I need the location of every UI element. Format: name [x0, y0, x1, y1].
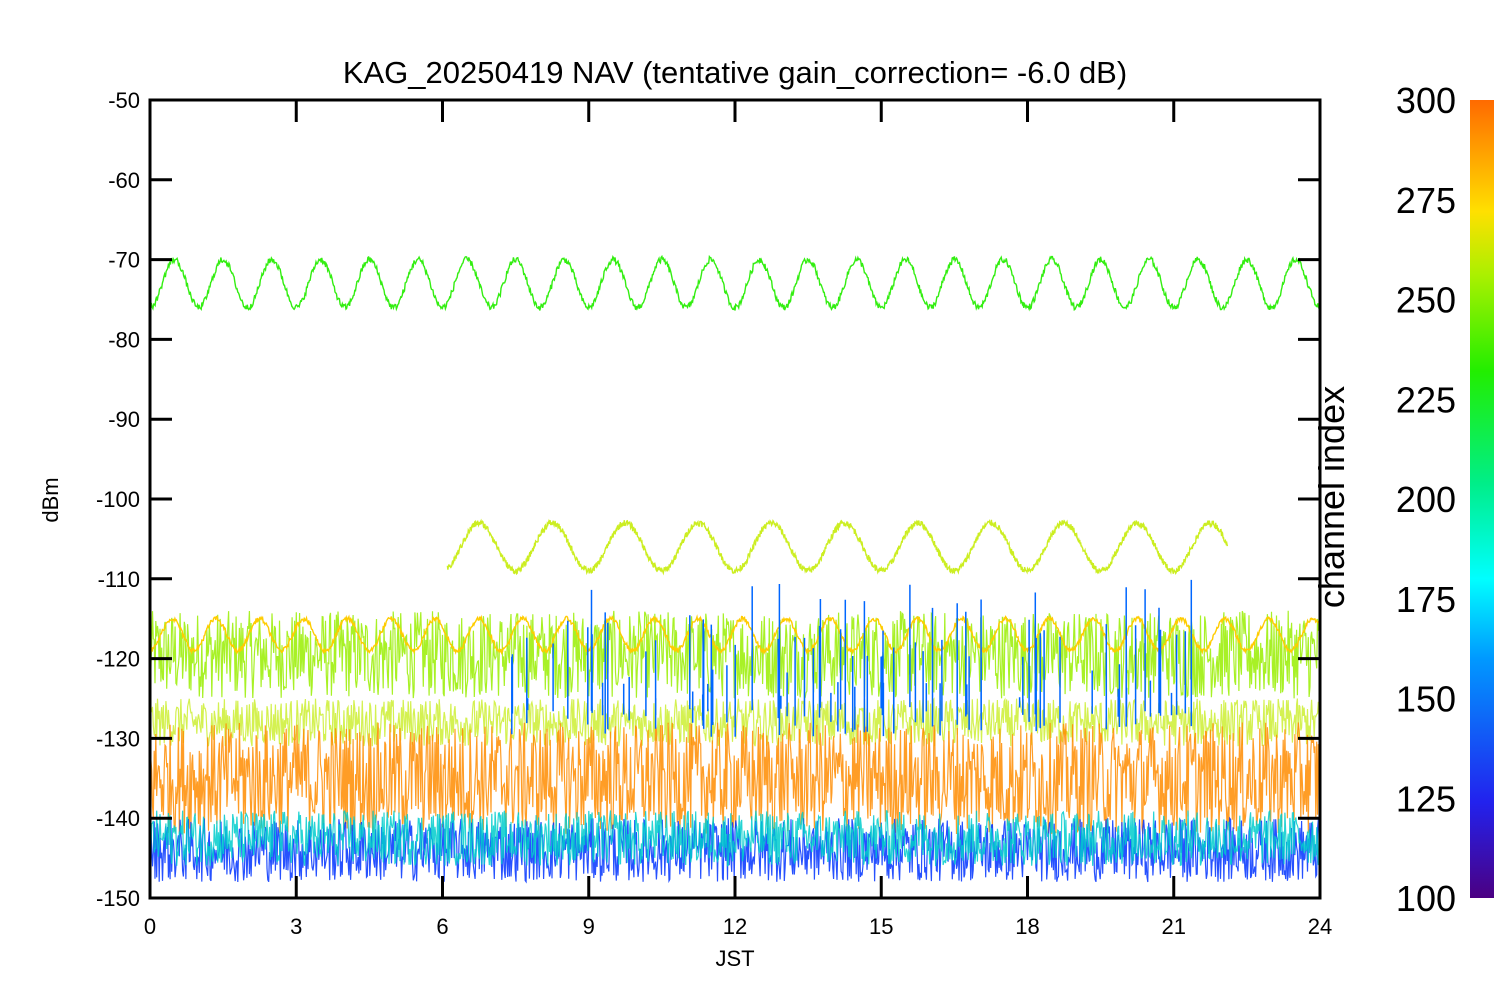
x-tick-label: 9	[583, 914, 595, 939]
x-tick-label: 0	[144, 914, 156, 939]
axis-ticks: 0 3 6 9 12 15 18 21 24 -50 -60 -70 -80 -90 -100 -110 -12…	[96, 88, 1332, 939]
y-tick-label: -140	[96, 806, 140, 831]
colorbar	[1470, 100, 1494, 898]
colorbar-tick-label: 125	[1396, 778, 1456, 819]
colorbar-tick-label: 200	[1396, 479, 1456, 520]
series-ch290	[150, 722, 1320, 835]
colorbar-ticks: 300 275 250 225 200 175 150 125 100	[1396, 80, 1456, 919]
y-tick-label: -150	[96, 886, 140, 911]
colorbar-tick-label: 150	[1396, 679, 1456, 720]
x-tick-label: 6	[436, 914, 448, 939]
chart-title: KAG_20250419 NAV (tentative gain_correct…	[343, 55, 1127, 90]
colorbar-label: channel index	[1311, 386, 1352, 608]
y-tick-label: -80	[108, 327, 140, 352]
x-tick-label: 12	[723, 914, 747, 939]
colorbar-tick-label: 275	[1396, 180, 1456, 221]
series-ch150	[511, 579, 1193, 737]
y-axis-label: dBm	[38, 477, 63, 522]
colorbar-tick-label: 300	[1396, 80, 1456, 121]
colorbar-tick-label: 225	[1396, 379, 1456, 420]
colorbar-tick-label: 100	[1396, 878, 1456, 919]
series-ch180	[150, 809, 1320, 867]
plot-area	[150, 254, 1320, 884]
series-ch275	[150, 614, 1320, 656]
x-tick-label: 18	[1015, 914, 1039, 939]
y-tick-label: -90	[108, 407, 140, 432]
x-tick-label: 15	[869, 914, 893, 939]
y-tick-label: -120	[96, 647, 140, 672]
x-tick-label: 21	[1162, 914, 1186, 939]
x-tick-label: 3	[290, 914, 302, 939]
series-ch265	[446, 518, 1229, 576]
y-tick-label: -100	[96, 487, 140, 512]
y-tick-label: -60	[108, 168, 140, 193]
colorbar-tick-label: 175	[1396, 579, 1456, 620]
y-tick-label: -130	[96, 726, 140, 751]
x-axis-label: JST	[715, 946, 754, 971]
colorbar-tick-label: 250	[1396, 280, 1456, 321]
y-tick-label: -70	[108, 248, 140, 273]
x-tick-label: 24	[1308, 914, 1332, 939]
y-tick-label: -50	[108, 88, 140, 113]
y-tick-label: -110	[98, 567, 140, 592]
series-ch245	[150, 254, 1320, 312]
